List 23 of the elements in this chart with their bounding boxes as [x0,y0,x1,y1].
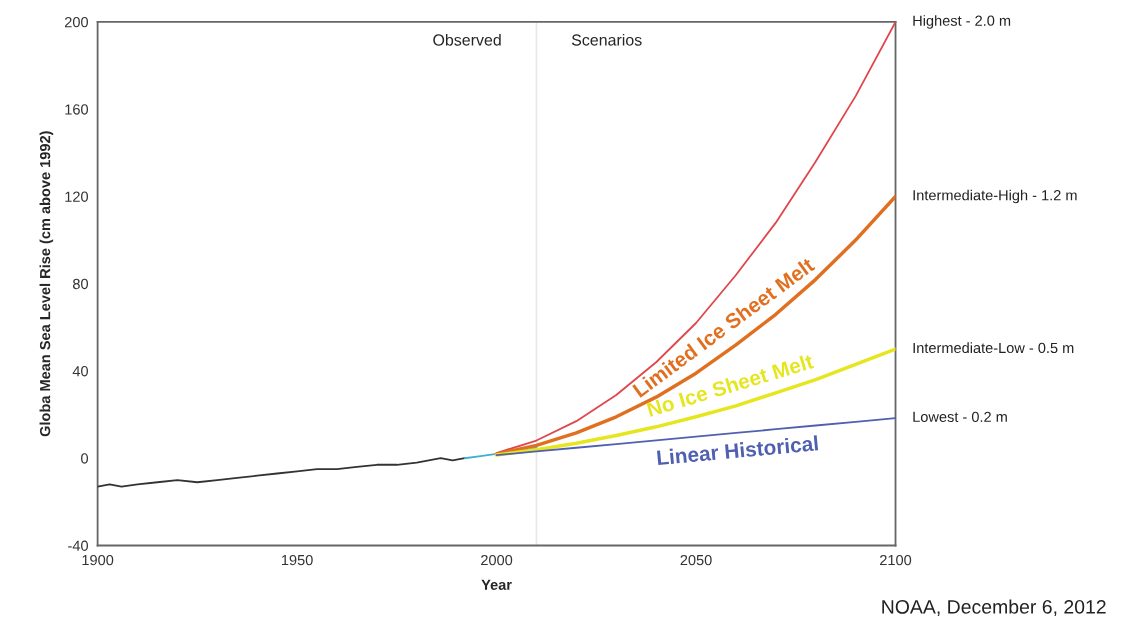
y-tick-label: -40 [68,540,89,551]
annotation: Observed [433,33,501,46]
annotation: Scenarios [571,33,642,46]
series-label: Highest - 2.0 m [913,15,1011,29]
x-tick-label: 2000 [481,554,513,566]
y-tick-label: 120 [65,191,89,202]
x-axis-title: Year [481,579,512,590]
line-series [97,457,466,488]
x-tick-label: 2100 [880,554,912,566]
y-tick-label: 200 [64,17,89,28]
x-tick-label: 2050 [680,554,712,566]
text: NOAA, December 6, 2012 [882,599,1106,617]
y-axis-title: Globa Mean Sea Level Rise (cm above 1992) [39,131,54,437]
x-tick-label: 1900 [82,554,114,566]
series-label: Lowest - 0.2 m [913,411,1007,423]
x-tick-label: 1950 [281,554,313,566]
y-tick-label: 40 [72,366,89,377]
y-tick-label: 0 [81,453,89,464]
y-tick-label: 80 [73,278,89,290]
y-tick-label: 160 [65,104,89,115]
series-label: Intermediate-High - 1.2 m [913,189,1077,204]
series-label: Intermediate-Low - 0.5 m [913,342,1074,354]
annotation: Linear Historical [656,435,819,466]
